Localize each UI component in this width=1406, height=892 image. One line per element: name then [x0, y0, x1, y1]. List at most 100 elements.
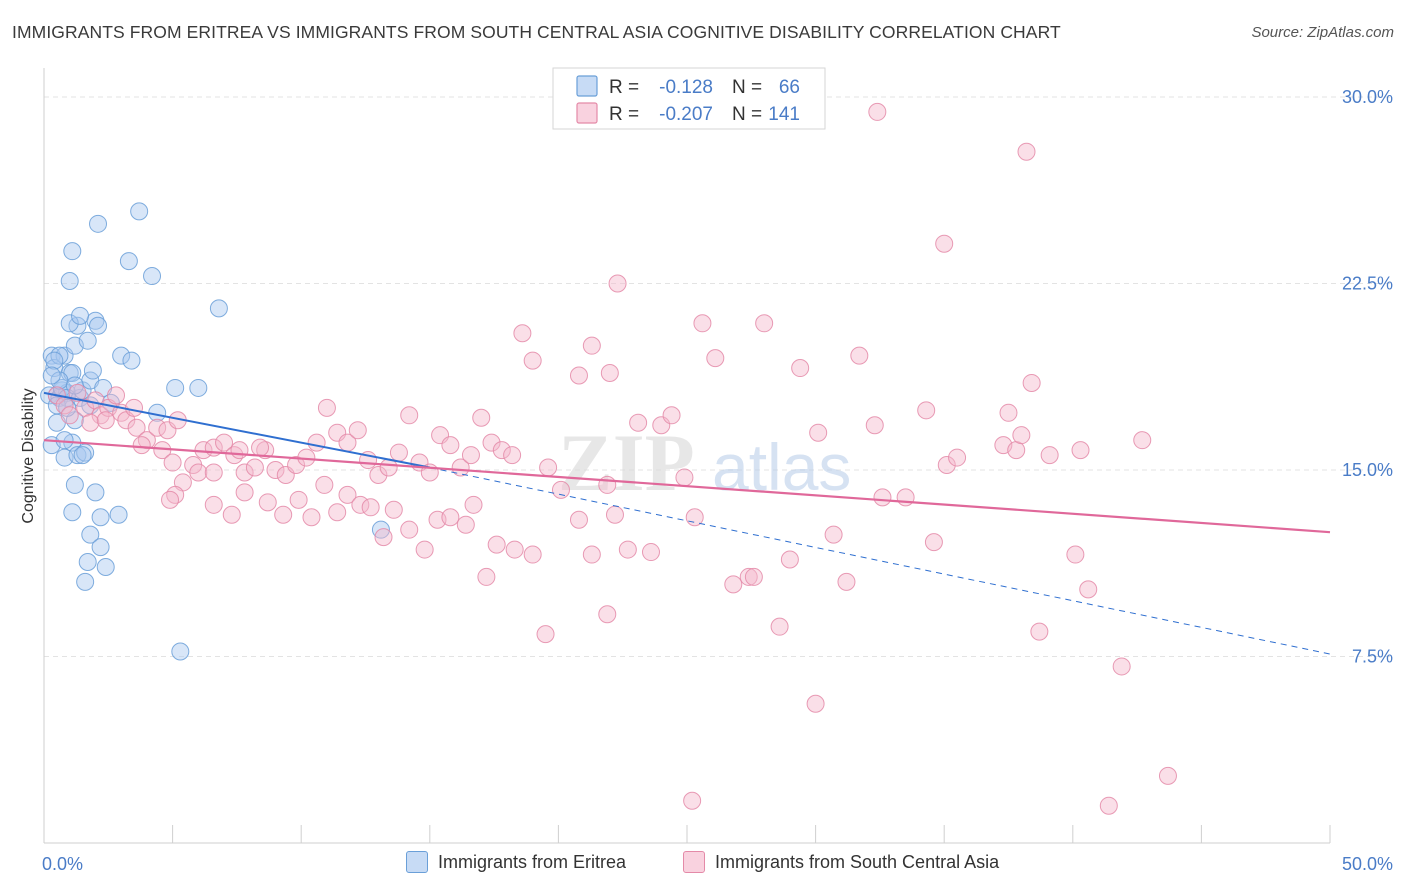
point-sca-107 — [865, 416, 884, 435]
point-eritrea-45 — [86, 483, 105, 502]
point-sca-51 — [482, 433, 501, 452]
point-sca-27 — [235, 463, 254, 482]
point-sca-117 — [1007, 441, 1026, 460]
series-south-central-asia-points — [47, 102, 1177, 815]
point-sca-100 — [755, 314, 774, 333]
y-tick-label-1: 15.0% — [1342, 460, 1393, 480]
legend-r-label-1: R = — [609, 104, 639, 125]
point-eritrea-46 — [65, 475, 84, 494]
legend-swatch-1 — [576, 102, 598, 124]
point-sca-11 — [96, 411, 115, 430]
point-sca-102 — [791, 359, 810, 378]
point-sca-89 — [629, 413, 648, 432]
point-sca-18 — [132, 436, 151, 455]
bottom-legend: Immigrants from Eritrea Immigrants from … — [0, 851, 1406, 879]
point-sca-43 — [400, 406, 419, 425]
point-sca-140 — [230, 441, 249, 460]
point-sca-139 — [1158, 766, 1177, 785]
point-sca-114 — [948, 448, 967, 467]
point-eritrea-60 — [58, 398, 77, 417]
point-eritrea-37 — [209, 299, 228, 318]
point-sca-120 — [1040, 446, 1059, 465]
legend-item-eritrea: Immigrants from Eritrea — [406, 851, 626, 873]
point-eritrea-34 — [130, 202, 149, 221]
point-sca-101 — [780, 550, 799, 569]
point-eritrea-11 — [50, 346, 69, 365]
point-sca-99 — [744, 567, 763, 586]
point-sca-42 — [389, 443, 408, 462]
point-sca-144 — [125, 398, 144, 417]
trend-eritrea — [43, 391, 430, 469]
point-eritrea-53 — [96, 557, 115, 576]
point-sca-103 — [809, 423, 828, 442]
point-sca-8 — [107, 386, 126, 405]
point-sca-72 — [400, 520, 419, 539]
point-sca-126 — [1112, 657, 1131, 676]
watermark: ZIP atlas — [558, 417, 851, 508]
point-sca-82 — [539, 458, 558, 477]
point-sca-92 — [662, 406, 681, 425]
point-sca-104 — [824, 525, 843, 544]
point-sca-136 — [683, 791, 702, 810]
point-sca-25 — [215, 433, 234, 452]
point-sca-53 — [503, 446, 522, 465]
gridlines — [44, 96, 1392, 657]
chart-title: IMMIGRANTS FROM ERITREA VS IMMIGRANTS FR… — [12, 22, 1061, 42]
point-eritrea-40 — [166, 378, 185, 397]
point-sca-49 — [461, 446, 480, 465]
series-eritrea-points — [40, 202, 390, 661]
trend-lines — [43, 391, 1331, 655]
point-eritrea-30 — [71, 306, 90, 325]
point-sca-138 — [1099, 796, 1118, 815]
point-sca-130 — [582, 336, 601, 355]
point-sca-69 — [361, 498, 380, 517]
point-sca-134 — [598, 605, 617, 624]
point-eritrea-17 — [60, 314, 79, 333]
y-tick-label-2: 22.5% — [1342, 274, 1393, 294]
point-sca-75 — [441, 508, 460, 527]
point-sca-67 — [338, 485, 357, 504]
point-eritrea-59 — [47, 396, 66, 415]
point-sca-2 — [60, 406, 79, 425]
point-sca-13 — [127, 418, 146, 437]
point-sca-77 — [464, 495, 483, 514]
x-tick-label-start: 0.0% — [42, 854, 83, 874]
point-sca-20 — [163, 453, 182, 472]
point-sca-6 — [91, 406, 110, 425]
y-tick-label-0: 7.5% — [1352, 647, 1393, 667]
legend-swatch-pink — [683, 851, 705, 873]
watermark-atlas: atlas — [712, 430, 851, 504]
legend-n-value-0: 66 — [779, 77, 800, 98]
point-sca-119 — [1022, 373, 1041, 392]
point-eritrea-41 — [189, 378, 208, 397]
point-sca-88 — [618, 540, 637, 559]
point-sca-97 — [724, 575, 743, 594]
legend-swatch-blue — [406, 851, 428, 873]
point-sca-132 — [600, 364, 619, 383]
point-sca-131 — [569, 366, 588, 385]
point-eritrea-39 — [122, 351, 141, 370]
point-sca-142 — [204, 463, 223, 482]
axes: 0.0% 50.0% Cognitive Disability — [20, 68, 1393, 874]
point-sca-113 — [937, 456, 956, 475]
point-sca-68 — [351, 495, 370, 514]
point-sca-80 — [505, 540, 524, 559]
point-sca-35 — [317, 398, 336, 417]
point-sca-78 — [477, 567, 496, 586]
point-sca-71 — [384, 500, 403, 519]
point-eritrea-55 — [171, 642, 190, 661]
legend-item-south-central-asia: Immigrants from South Central Asia — [683, 851, 999, 873]
point-sca-84 — [569, 510, 588, 529]
point-sca-62 — [274, 505, 293, 524]
point-eritrea-29 — [89, 316, 108, 335]
point-sca-60 — [235, 483, 254, 502]
trend-south-central-asia — [43, 439, 1331, 534]
point-sca-83 — [551, 480, 570, 499]
point-eritrea-48 — [91, 508, 110, 527]
point-sca-38 — [348, 421, 367, 440]
point-sca-112 — [935, 234, 954, 253]
point-eritrea-35 — [119, 252, 138, 271]
point-eritrea-25 — [78, 331, 97, 350]
point-sca-118 — [1012, 426, 1031, 445]
